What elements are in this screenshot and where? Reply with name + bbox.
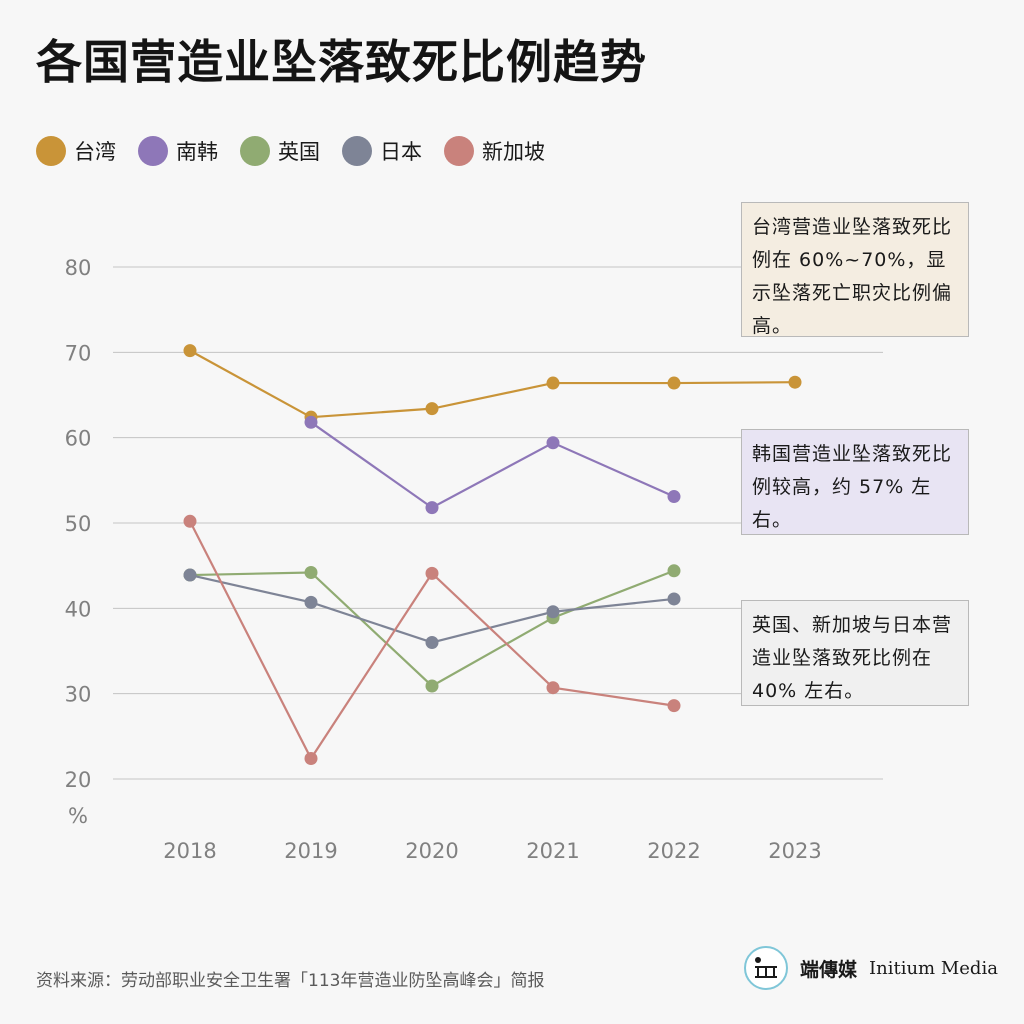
x-tick-label: 2022: [647, 839, 700, 863]
data-point: [667, 699, 681, 713]
data-point: [425, 635, 439, 649]
legend-marker: [342, 136, 372, 166]
y-tick-label: 60: [65, 427, 92, 451]
data-point: [425, 402, 439, 416]
x-tick-label: 2018: [163, 839, 216, 863]
data-point: [183, 568, 197, 582]
series-1: [304, 415, 681, 515]
data-point: [788, 375, 802, 389]
y-tick-label: 40: [65, 597, 92, 621]
series-0: [183, 344, 802, 424]
x-axis-ticks: 2018 2019 2020 2021 2022 2023: [163, 839, 821, 863]
data-point: [546, 376, 560, 390]
x-tick-label: 2023: [768, 839, 821, 863]
legend-marker: [138, 136, 168, 166]
y-tick-label: 80: [65, 256, 92, 280]
legend-label: 日本: [380, 140, 422, 164]
data-point: [304, 595, 318, 609]
source-note: 资料来源：劳动部职业安全卫生署「113年营造业防坠高峰会」简报: [36, 971, 545, 991]
x-tick-label: 2020: [405, 839, 458, 863]
x-tick-label: 2021: [526, 839, 579, 863]
brand: 端傳媒 Initium Media: [744, 946, 998, 990]
legend-item-uk: 英国: [240, 136, 320, 166]
legend-item-korea: 南韩: [138, 136, 218, 166]
data-point: [183, 344, 197, 358]
data-point: [546, 681, 560, 695]
data-point: [304, 752, 318, 766]
y-axis-ticks: 80 70 60 50 40 30 20: [65, 256, 92, 792]
data-point: [667, 376, 681, 390]
x-tick-label: 2019: [284, 839, 337, 863]
y-tick-label: 70: [65, 341, 92, 365]
y-tick-label: 20: [65, 768, 92, 792]
brand-logo-icon: [744, 946, 788, 990]
y-tick-label: 30: [65, 683, 92, 707]
legend-label: 台湾: [74, 140, 116, 164]
brand-name-en: Initium Media: [869, 957, 998, 979]
legend-item-japan: 日本: [342, 136, 422, 166]
data-point: [425, 566, 439, 580]
data-point: [546, 605, 560, 619]
y-axis-unit: %: [68, 804, 88, 828]
legend-item-singapore: 新加坡: [444, 136, 545, 166]
annotation-others: 英国、新加坡与日本营造业坠落致死比例在 40% 左右。: [741, 600, 969, 706]
legend-label: 英国: [278, 140, 320, 164]
legend-marker: [240, 136, 270, 166]
series-lines: [183, 344, 802, 766]
legend-marker: [444, 136, 474, 166]
data-point: [667, 564, 681, 578]
series-line: [310, 421, 675, 509]
data-point: [304, 565, 318, 579]
series-line: [189, 569, 675, 688]
data-point: [546, 436, 560, 450]
data-point: [667, 490, 681, 504]
legend-label: 新加坡: [482, 140, 545, 164]
brand-name-cn: 端傳媒: [800, 958, 858, 981]
annotation-taiwan: 台湾营造业坠落致死比例在 60%~70%，显示坠落死亡职灾比例偏高。: [741, 202, 969, 337]
legend: 台湾 南韩 英国 日本 新加坡: [36, 136, 545, 166]
annotation-korea: 韩国营造业坠落致死比例较高，约 57% 左右。: [741, 429, 969, 535]
data-point: [425, 501, 439, 515]
series-2: [183, 564, 681, 693]
y-tick-label: 50: [65, 512, 92, 536]
chart-title: 各国营造业坠落致死比例趋势: [36, 35, 647, 89]
legend-label: 南韩: [176, 140, 218, 164]
data-point: [667, 592, 681, 606]
data-point: [304, 415, 318, 429]
data-point: [183, 514, 197, 528]
legend-marker: [36, 136, 66, 166]
data-point: [425, 679, 439, 693]
series-3: [183, 568, 681, 649]
legend-item-taiwan: 台湾: [36, 136, 116, 166]
series-4: [183, 514, 681, 766]
series-line: [189, 349, 796, 419]
